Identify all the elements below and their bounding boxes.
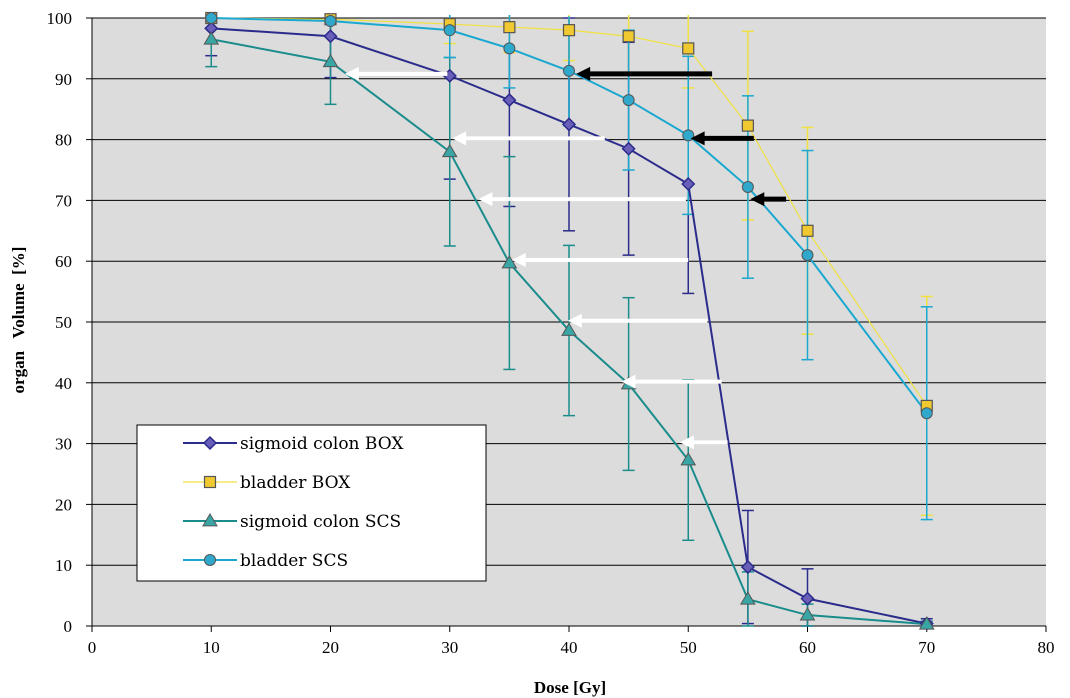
y-tick-label: 50	[55, 313, 72, 332]
data-point	[800, 591, 815, 606]
legend-marker	[202, 513, 218, 527]
x-axis-title: Dose [Gy]	[534, 678, 606, 697]
data-point	[799, 607, 816, 621]
y-tick-label: 80	[55, 131, 72, 150]
arrow-head	[576, 66, 591, 81]
legend-label: sigmoid colon BOX	[240, 434, 404, 454]
x-tick-label: 60	[799, 638, 816, 657]
legend-label: bladder SCS	[240, 551, 348, 571]
legend-marker	[204, 554, 216, 566]
data-point	[502, 93, 517, 108]
legend-entry-bladder-box: bladder BOX	[183, 473, 351, 493]
axes	[86, 17, 1047, 632]
y-tick-label: 70	[55, 191, 72, 210]
y-axis-title: organ Volume [%]	[9, 247, 28, 394]
data-point	[441, 143, 458, 158]
legend-marker	[203, 475, 217, 489]
y-tick-label: 30	[55, 435, 72, 454]
data-point	[680, 452, 697, 466]
arrow-head	[511, 252, 526, 267]
legend-entry-bladder-scs: bladder SCS	[183, 551, 348, 571]
arrow-head	[679, 435, 694, 450]
data-point	[501, 255, 518, 269]
data-point	[801, 224, 814, 237]
y-tick-label: 0	[64, 617, 73, 636]
data-point	[801, 249, 814, 262]
data-point	[324, 15, 337, 28]
arrow	[478, 192, 686, 207]
data-point	[740, 591, 756, 605]
arrow	[344, 66, 448, 81]
x-tick-label: 50	[680, 638, 697, 657]
data-point	[561, 117, 577, 132]
series-markers	[203, 11, 935, 631]
arrow-head	[567, 313, 582, 328]
data-point	[562, 24, 576, 37]
arrow-head	[452, 131, 467, 146]
y-tick-label: 20	[55, 495, 72, 514]
tick-labels: 0 10 20 30 40 50 60 70 80 0 10 20 30 40 50 60 70 80 90 100	[47, 9, 1055, 657]
annotation-arrows	[344, 66, 787, 450]
arrow	[679, 435, 728, 450]
legend-box	[136, 424, 487, 582]
arrow	[511, 252, 689, 267]
y-tick-label: 90	[55, 70, 72, 89]
data-point	[503, 21, 516, 34]
x-tick-label: 30	[441, 638, 458, 657]
data-point	[323, 29, 338, 44]
data-point	[682, 129, 695, 142]
legend-label: bladder BOX	[240, 473, 351, 493]
arrow	[452, 131, 605, 146]
legend-label: sigmoid colon SCS	[240, 512, 401, 532]
data-point	[443, 24, 456, 37]
y-tick-label: 40	[55, 374, 72, 393]
arrow	[567, 313, 708, 328]
y-tick-label: 100	[47, 9, 73, 28]
data-point	[621, 141, 636, 156]
data-point	[918, 616, 935, 630]
series-line	[211, 17, 928, 414]
data-point	[322, 53, 339, 68]
data-point	[681, 176, 696, 192]
data-point	[920, 407, 933, 420]
x-tick-label: 10	[203, 638, 220, 657]
data-point	[503, 42, 516, 55]
data-point	[205, 12, 218, 24]
data-point	[741, 119, 754, 132]
arrow-head	[478, 192, 493, 207]
arrow-head	[690, 131, 705, 146]
legend-marker	[202, 435, 218, 451]
data-point	[622, 94, 635, 107]
legend-entry-sigmoid-colon-box: sigmoid colon BOX	[183, 434, 404, 454]
series-line	[211, 38, 927, 626]
arrow	[621, 374, 722, 389]
arrow-head	[621, 374, 636, 389]
legend: sigmoid colon BOX bladder BOX sigmoid co…	[136, 424, 487, 582]
arrow	[750, 192, 787, 207]
arrow-head	[750, 192, 765, 207]
series-line	[211, 17, 928, 407]
x-tick-label: 80	[1038, 638, 1055, 657]
y-tick-label: 10	[55, 556, 72, 575]
data-point	[622, 30, 635, 43]
legend-entry-sigmoid-colon-scs: sigmoid colon SCS	[183, 512, 401, 532]
data-point	[682, 42, 695, 55]
arrow-head	[344, 66, 359, 81]
arrow	[576, 66, 713, 81]
x-tick-label: 20	[322, 638, 339, 657]
data-point	[740, 559, 755, 575]
data-point	[563, 64, 575, 77]
y-tick-label: 60	[55, 252, 72, 271]
x-tick-label: 70	[918, 638, 935, 657]
data-point	[203, 31, 220, 45]
arrow	[690, 131, 754, 146]
data-point	[561, 322, 577, 336]
x-tick-label: 40	[561, 638, 578, 657]
data-point	[741, 181, 754, 194]
x-tick-label: 0	[88, 638, 97, 657]
